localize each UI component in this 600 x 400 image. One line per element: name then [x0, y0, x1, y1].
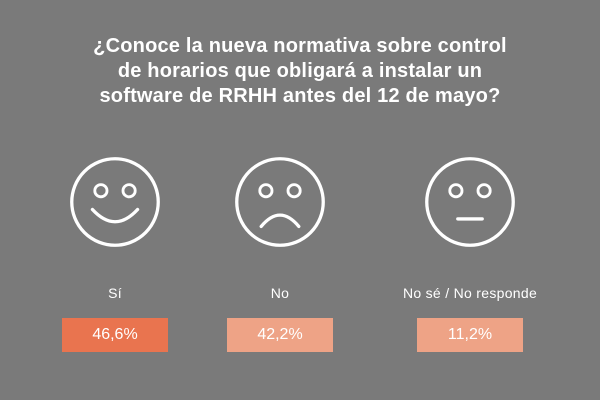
- option-no: No 42,2%: [195, 155, 365, 355]
- option-label-no-sabe: No sé / No responde: [402, 285, 538, 301]
- question-line-1: ¿Conoce la nueva normativa sobre control: [93, 35, 507, 57]
- happy-face-icon: [68, 155, 162, 249]
- option-label-si: Sí: [108, 285, 122, 301]
- question-line-2: de horarios que obligará a instalar un: [117, 60, 483, 82]
- percent-bar-no: 42,2%: [227, 318, 333, 352]
- option-label-no: No: [270, 285, 290, 301]
- option-no-sabe: No sé / No responde 11,2%: [385, 155, 555, 355]
- neutral-face-icon: [423, 155, 517, 249]
- question-line-3: software de RRHH antes del 12 de mayo?: [99, 85, 501, 107]
- option-si: Sí 46,6%: [30, 155, 200, 355]
- percent-bar-no-sabe: 11,2%: [417, 318, 523, 352]
- sad-face-icon: [233, 155, 327, 249]
- percent-bar-si: 46,6%: [62, 318, 168, 352]
- survey-question: ¿Conoce la nueva normativa sobre control…: [0, 34, 600, 109]
